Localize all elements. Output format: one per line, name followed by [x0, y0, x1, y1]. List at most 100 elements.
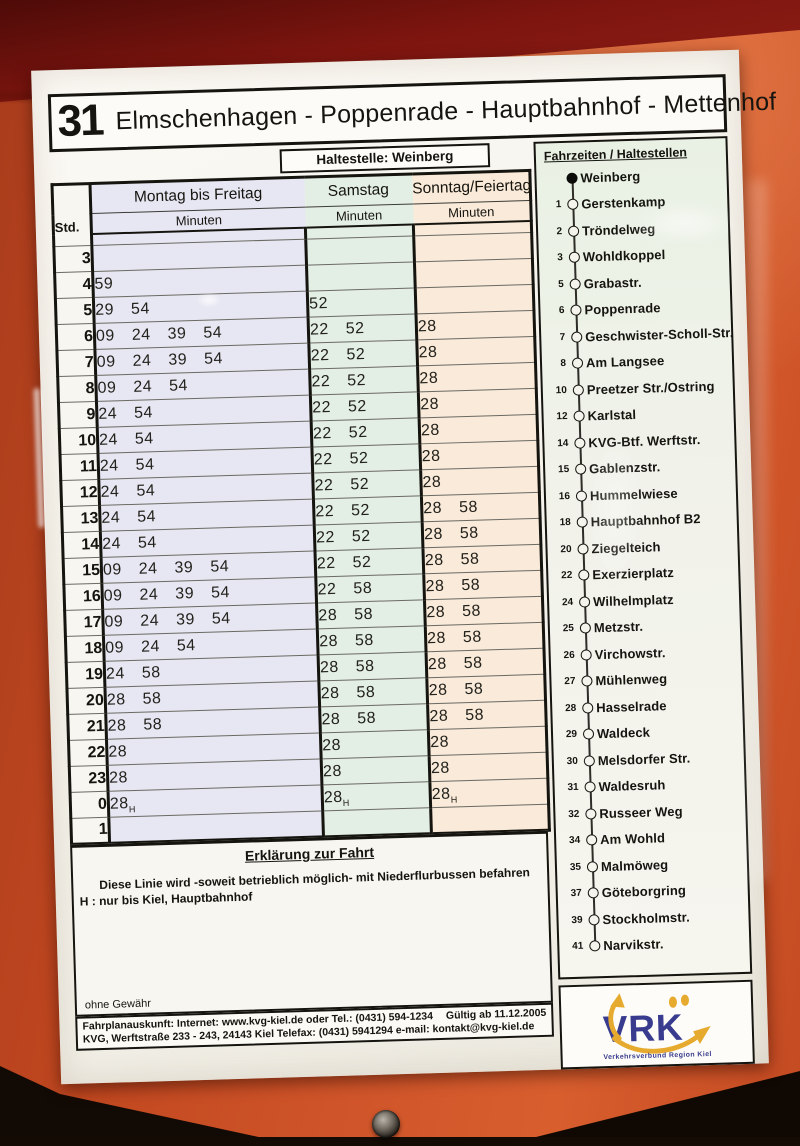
minutes-cell: 22 58: [315, 573, 425, 603]
stop-travel-minutes: 8: [560, 358, 567, 370]
minutes-cell: 28 58: [425, 622, 544, 652]
hour-cell: 22: [68, 739, 108, 767]
hour-column-header: Std.: [52, 183, 92, 235]
stop-travel-minutes: 32: [568, 808, 580, 820]
stop-travel-minutes: 5: [557, 278, 564, 290]
stop-marker-icon: [570, 331, 582, 343]
stop-name: Waldeck: [596, 724, 651, 742]
stop-marker-icon: [580, 675, 593, 687]
stop-marker-icon: [587, 914, 600, 926]
stop-marker-icon: [568, 251, 580, 264]
minutes-cell: [414, 258, 534, 288]
stop-marker-icon: [576, 516, 588, 528]
stop-name: Narvikstr.: [603, 936, 664, 954]
hour-cell: 17: [64, 609, 104, 637]
hour-cell: 5: [55, 297, 95, 325]
stop-marker-icon: [580, 649, 592, 661]
stop-travel-minutes: 27: [564, 676, 576, 688]
stop-name: Hauptbahnhof B2: [590, 511, 701, 530]
hour-cell: 9: [58, 401, 98, 429]
stop-travel-minutes: 12: [556, 411, 568, 423]
stop-marker-icon: [582, 728, 594, 740]
minutes-cell: 28: [417, 362, 537, 392]
stop-marker-icon: [583, 755, 595, 767]
stop-travel-minutes: 29: [565, 729, 578, 741]
stop-travel-minutes: 18: [559, 517, 571, 529]
hour-cell: 20: [66, 687, 106, 715]
stop-marker-icon: [575, 490, 587, 502]
stop-marker-icon: [576, 543, 589, 555]
stop-travel-minutes: 20: [560, 543, 572, 555]
stop-name: Hasselrade: [596, 697, 667, 715]
stop-marker-icon: [572, 410, 585, 423]
minutes-cell: 28 58: [319, 703, 429, 733]
minutes-cell: 28 58: [424, 596, 544, 626]
stop-travel-minutes: 39: [571, 914, 583, 926]
stop-name: KVG-Btf. Werftstr.: [588, 431, 701, 451]
route-title: Elmschenhagen - Poppenrade - Hauptbahnho…: [115, 87, 777, 135]
stop-name: Waldesruh: [598, 777, 666, 795]
stop-name: Malmöweg: [600, 856, 669, 874]
hour-cell: 15: [63, 557, 102, 585]
stops-panel: Fahrzeiten / Haltestellen Weinberg 1 Gerst…: [533, 136, 753, 980]
stop-marker-icon: [569, 278, 581, 290]
stop-name: Ziegelteich: [591, 539, 661, 557]
hour-cell: 19: [66, 661, 105, 689]
stop-name: Stockholmstr.: [602, 909, 691, 927]
stop-item: 41 Narvikstr.: [565, 928, 748, 960]
minutes-cell: 28 58: [426, 648, 545, 678]
footnote-marker: H: [450, 794, 458, 805]
minutes-cell: 22 52: [313, 495, 423, 526]
minutes-cell: [306, 261, 416, 292]
minutes-cell: [413, 232, 533, 262]
minutes-cell: 22 52: [314, 547, 424, 578]
minutes-cell: 28H: [321, 781, 431, 811]
stop-marker-icon: [584, 808, 597, 820]
stop-travel-minutes: 41: [572, 940, 584, 953]
vrk-logo-box: VRK Verkehrsverbund Region Kiel: [558, 979, 755, 1070]
hour-cell: 10: [59, 427, 98, 455]
stop-travel-minutes: 14: [557, 437, 569, 450]
stop-marker-icon: [569, 304, 582, 317]
vrk-logo-text: VRK: [602, 1005, 684, 1049]
minutes-cell: 22 52: [311, 443, 421, 474]
minutes-cell: [430, 804, 550, 834]
stop-name: Preetzer Str./Ostring: [586, 378, 715, 398]
stop-name: Geschwister-Scholl-Str.: [585, 324, 734, 345]
minutes-cell: 22 52: [309, 365, 419, 396]
stop-name: Wohldkoppel: [582, 247, 666, 265]
notes-spacer: [74, 895, 550, 1000]
stop-name: Russeer Weg: [599, 803, 683, 821]
stop-name: Gablenzstr.: [588, 459, 661, 477]
minutes-cell: 52: [307, 287, 416, 318]
minutes-cell: 28: [321, 755, 430, 785]
minutes-cell: 22 52: [308, 313, 417, 344]
stops-column: Fahrzeiten / Haltestellen Weinberg 1 Gerst…: [533, 136, 755, 1070]
minutes-cell: [415, 284, 534, 314]
hour-cell: 4: [54, 271, 94, 299]
stop-travel-minutes: 22: [561, 570, 573, 582]
stop-marker-icon: [577, 569, 589, 581]
minutes-cell: [322, 807, 432, 837]
stop-marker-icon: [581, 702, 593, 714]
stop-name: Weinberg: [580, 168, 641, 186]
timetable-body: 3 4 59 5 29 54 52 6 09 24 39 54 22 52 28 7 09 24 39…: [53, 220, 550, 845]
minutes-cell: 28 58: [421, 492, 541, 522]
line-number: 31: [56, 95, 104, 146]
minutes-cell: 28 58: [422, 518, 541, 548]
stop-travel-minutes: 37: [570, 888, 582, 900]
stop-travel-minutes: 26: [563, 649, 575, 661]
stop-name: Am Langsee: [585, 353, 665, 371]
stop-marker-icon: [572, 384, 584, 396]
stop-marker-icon: [567, 225, 579, 237]
stop-name: Poppenrade: [584, 300, 661, 318]
logo-dot-left: [668, 996, 677, 1008]
timetable-sheet: 31 Elmschenhagen - Poppenrade - Hauptbah…: [31, 49, 777, 1085]
hour-cell: 6: [56, 323, 95, 351]
stop-travel-minutes: 34: [568, 835, 581, 847]
stop-marker-icon: [583, 781, 596, 793]
stop-travel-minutes: 31: [567, 782, 579, 794]
minutes-cell: 22 52: [314, 521, 423, 552]
stop-marker-icon: [579, 622, 591, 634]
